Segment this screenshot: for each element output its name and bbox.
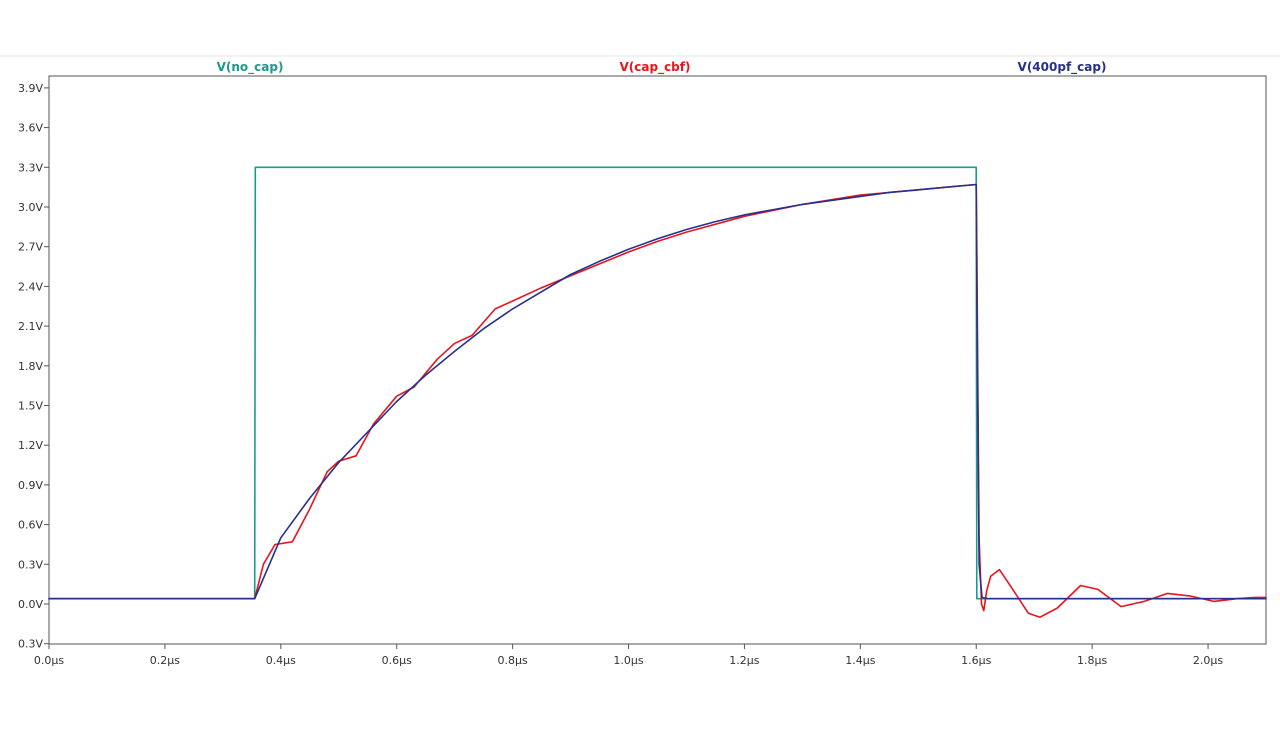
y-tick-label: 0.3V bbox=[18, 558, 43, 571]
x-tick-label: 2.0µs bbox=[1193, 654, 1223, 667]
series-line-v-no-cap bbox=[48, 166, 1267, 600]
x-tick-label: 1.2µs bbox=[729, 654, 759, 667]
x-tick-label: 0.2µs bbox=[150, 654, 180, 667]
x-tick-label: 1.0µs bbox=[613, 654, 643, 667]
series-line-v-cap-cbf bbox=[48, 183, 1267, 619]
legend-label: V(400pf_cap) bbox=[1018, 60, 1107, 75]
y-tick-label: 1.5V bbox=[18, 400, 43, 413]
y-tick-label: 0.6V bbox=[18, 519, 43, 532]
y-tick-label: 2.4V bbox=[18, 280, 43, 293]
y-tick-label: 2.7V bbox=[18, 241, 43, 254]
x-tick-label: 0.4µs bbox=[266, 654, 296, 667]
x-tick-label: 0.6µs bbox=[382, 654, 412, 667]
legend-label: V(no_cap) bbox=[217, 60, 284, 75]
y-tick-label: 1.8V bbox=[18, 360, 43, 373]
y-tick-label: 0.0V bbox=[18, 598, 43, 611]
plot-area-border bbox=[48, 75, 1267, 645]
y-tick-label: 3.3V bbox=[18, 161, 43, 174]
y-tick-label: 3.9V bbox=[18, 82, 43, 95]
y-tick-label: 0.9V bbox=[18, 479, 43, 492]
legend-label: V(cap_cbf) bbox=[620, 60, 691, 75]
x-tick-label: 0.0µs bbox=[34, 654, 64, 667]
y-tick-label: 1.2V bbox=[18, 439, 43, 452]
x-tick-label: 1.4µs bbox=[845, 654, 875, 667]
y-tick-label: 3.0V bbox=[18, 201, 43, 214]
x-tick-label: 0.8µs bbox=[498, 654, 528, 667]
y-tick-label: 3.6V bbox=[18, 122, 43, 135]
x-tick-label: 1.8µs bbox=[1077, 654, 1107, 667]
y-tick-label: 2.1V bbox=[18, 320, 43, 333]
y-tick-label: 0.3V bbox=[18, 638, 43, 651]
series-line-v-400pf-cap bbox=[48, 183, 1267, 600]
x-tick-label: 1.6µs bbox=[961, 654, 991, 667]
